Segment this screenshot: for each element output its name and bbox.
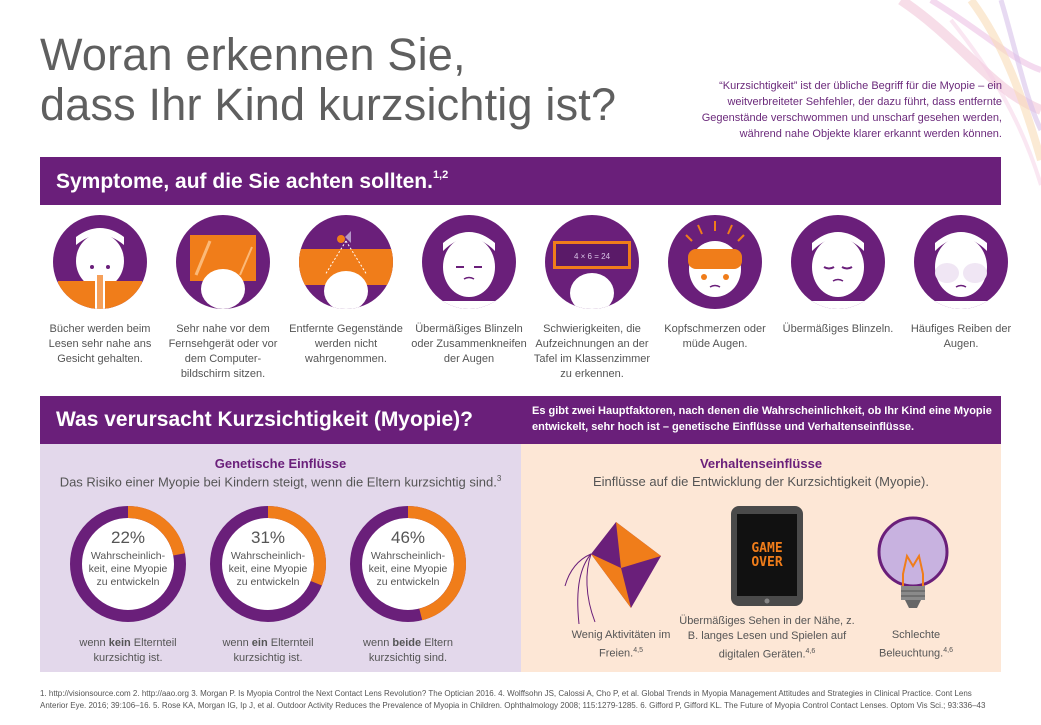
symptom-caption: Entfernte Gegenstände werden nicht wahrg… [289, 323, 403, 365]
ring-chart [210, 506, 326, 622]
cap-post: Eltern kurzsichtig sind. [368, 637, 453, 664]
symptom-item: Übermäßiges Blinzeln. [778, 215, 898, 337]
tablet-text-line-1: GAME [751, 541, 782, 556]
tablet-icon: GAME OVER [731, 506, 803, 606]
causes-heading: Was verursacht Kurzsichtigkeit (Myopie)? [56, 408, 473, 431]
behavior-subtitle: Einflüsse auf die Entwicklung der Kurzsi… [593, 474, 929, 489]
behavior-caption: Übermäßiges Sehen in der Nähe, z. B. lan… [679, 614, 855, 663]
causes-subtext: Es gibt zwei Hauptfaktoren, nach denen d… [532, 405, 992, 433]
book-face-icon [53, 215, 147, 309]
cap-pre: wenn [79, 637, 109, 649]
symptom-caption: Schwierigkeiten, die Aufzeichnungen an d… [533, 323, 651, 380]
symptom-item: Sehr nahe vor dem Fernsehgerät oder vor … [163, 215, 283, 382]
behavior-panel: Verhaltenseinflüsse Einflüsse auf die En… [521, 444, 1001, 672]
ring-arc [70, 506, 186, 622]
genetic-title: Genetische Einflüsse [214, 456, 347, 471]
kite-icon [564, 522, 661, 625]
probability-ring: 31% Wahrscheinlich-keit, eine Myopie zu … [208, 504, 328, 666]
behavior-caption-ref: 4,6 [805, 648, 816, 655]
symptom-item: 4 × 6 = 24 Schwierigkeiten, die Aufzeich… [532, 215, 652, 382]
behavior-caption-ref: 4,6 [943, 647, 953, 654]
genetic-subtitle-text: Das Risiko einer Myopie bei Kindern stei… [59, 474, 497, 490]
headache-icon [668, 215, 762, 309]
cap-pre: wenn [222, 637, 252, 649]
genetic-subtitle-ref: 3 [496, 474, 502, 483]
decorative-swirl [898, 0, 1041, 186]
symptom-item: Kopfschmerzen oder müde Augen. [655, 215, 775, 352]
causes-banner: Was verursacht Kurzsichtigkeit (Myopie)?… [40, 396, 1001, 444]
cap-bold: beide [392, 637, 422, 649]
cap-pre: wenn [363, 637, 393, 649]
behavior-caption-text: Schlechte Beleuchtung. [879, 629, 944, 660]
ring-caption: wenn beide Eltern kurzsichtig sind. [348, 636, 468, 666]
behavior-title: Verhaltenseinflüsse [699, 456, 823, 471]
intro-text: “Kurzsichtigkeit” ist der übliche Begrif… [701, 80, 1002, 140]
ring-caption: wenn kein Elternteil kurzsichtig ist. [68, 636, 188, 666]
squinting-face-icon [422, 215, 516, 309]
symptom-caption: Übermäßiges Blinzeln. [782, 323, 894, 335]
ring-arc [350, 506, 466, 622]
symptom-caption: Kopfschmerzen oder müde Augen. [664, 323, 766, 350]
tablet-text-line-2: OVER [751, 555, 782, 570]
tv-screen-icon [176, 215, 270, 309]
probability-ring: 46% Wahrscheinlich-keit, eine Myopie zu … [348, 504, 468, 666]
rubbing-eyes-icon [914, 215, 1008, 309]
ring-percent: 31% [250, 528, 286, 547]
behavior-caption: Wenig Aktivitäten im Freien.4,5 [561, 628, 681, 662]
cap-post: Elternteil kurzsichtig ist. [93, 637, 177, 664]
symptom-item: Häufiges Reiben der Augen. [901, 215, 1021, 352]
ring-label: Wahrscheinlich-keit, eine Myopie zu entw… [228, 550, 308, 588]
behavior-caption-ref: 4,5 [633, 647, 643, 654]
symptoms-banner: Symptome, auf die Sie achten sollten.1,2 [40, 157, 1001, 205]
symptom-item: Übermäßiges Blinzeln oder Zusammenkneife… [409, 215, 529, 367]
ring-arc [210, 506, 326, 622]
symptom-caption: Übermäßiges Blinzeln oder Zusammenkneife… [411, 323, 527, 365]
blackboard-icon: 4 × 6 = 24 [545, 215, 639, 309]
symptoms-heading-ref: 1,2 [432, 169, 449, 181]
cap-bold: ein [251, 637, 268, 649]
ring-label: Wahrscheinlich-keit, eine Myopie zu entw… [88, 550, 168, 588]
references: 1. http://visionsource.com 2. http://aao… [40, 689, 986, 710]
distant-object-icon [299, 215, 393, 309]
blackboard-text: 4 × 6 = 24 [574, 252, 611, 261]
ring-chart [350, 506, 466, 622]
ring-percent: 46% [390, 528, 426, 547]
probability-ring: 22% Wahrscheinlich-keit, eine Myopie zu … [68, 504, 188, 666]
symptom-item: Bücher werden beim Lesen sehr nahe ans G… [40, 215, 160, 367]
genetic-panel: Genetische Einflüsse Das Risiko einer My… [40, 444, 521, 672]
symptom-item: Entfernte Gegenstände werden nicht wahrg… [286, 215, 406, 367]
title-line-2: dass Ihr Kind kurzsichtig ist? [40, 79, 617, 130]
symptoms-heading-text: Symptome, auf die Sie achten sollten. [56, 170, 433, 193]
ring-chart [70, 506, 186, 622]
symptoms-heading: Symptome, auf die Sie achten sollten.1,2 [56, 169, 449, 194]
ring-label: Wahrscheinlich-keit, eine Myopie zu entw… [368, 550, 448, 588]
genetic-subtitle: Das Risiko einer Myopie bei Kindern stei… [40, 474, 521, 489]
symptom-caption: Häufiges Reiben der Augen. [910, 323, 1012, 350]
blinking-face-icon [791, 215, 885, 309]
ring-caption: wenn ein Elternteil kurzsichtig ist. [208, 636, 328, 666]
symptom-caption: Bücher werden beim Lesen sehr nahe ans G… [48, 323, 152, 365]
page-title: Woran erkennen Sie, dass Ihr Kind kurzsi… [40, 30, 680, 130]
symptom-caption: Sehr nahe vor dem Fernsehgerät oder vor … [168, 323, 278, 380]
behavior-caption-text: Wenig Aktivitäten im Freien. [571, 629, 671, 660]
cap-post: Elternteil kurzsichtig ist. [233, 637, 314, 664]
symptoms-row: Bücher werden beim Lesen sehr nahe ans G… [40, 215, 1011, 385]
title-line-1: Woran erkennen Sie, [40, 29, 466, 80]
ring-percent: 22% [110, 528, 146, 547]
behavior-caption-text: Übermäßiges Sehen in der Nähe, z. B. lan… [679, 615, 855, 661]
cap-bold: kein [108, 637, 131, 649]
lightbulb-icon [877, 516, 949, 608]
behavior-caption: Schlechte Beleuchtung.4,6 [861, 628, 971, 662]
